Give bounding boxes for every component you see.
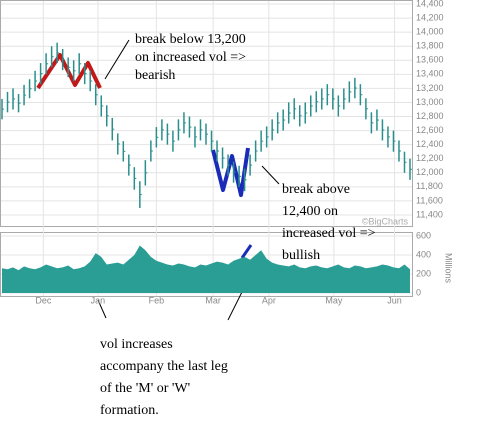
y-tick-label: 12,200 (416, 153, 444, 163)
watermark: ©BigCharts (362, 216, 409, 226)
price-frame (0, 0, 413, 227)
y-tick-label: 200 (416, 268, 431, 278)
y-tick-label: 14,000 (416, 27, 444, 37)
y-tick-label: 11,800 (416, 181, 443, 191)
annotation: of the 'M' or 'W' (100, 381, 190, 396)
x-tick-label: Mar (205, 295, 221, 305)
y-axis-label: Millions (444, 253, 454, 284)
volume-frame (0, 232, 413, 297)
y-tick-label: 12,000 (416, 167, 444, 177)
annotation: break above (282, 182, 350, 197)
annotation: 12,400 on (282, 204, 338, 219)
annotation: bullish (282, 248, 320, 263)
y-tick-label: 13,200 (416, 83, 444, 93)
annotation: break below 13,200 (135, 32, 246, 47)
y-tick-label: 600 (416, 230, 431, 240)
w-pattern (211, 147, 250, 197)
y-tick-label: 13,400 (416, 69, 444, 79)
y-tick-label: 11,400 (416, 209, 443, 219)
annotation: on increased vol => (135, 50, 246, 65)
y-tick-label: 11,600 (416, 195, 443, 205)
y-tick-label: 400 (416, 249, 431, 259)
y-tick-label: 12,400 (416, 139, 444, 149)
x-tick-label: Feb (149, 295, 165, 305)
y-tick-label: 13,800 (416, 41, 444, 51)
y-tick-label: 14,400 (416, 0, 444, 8)
annotation: accompany the last leg (100, 359, 228, 374)
annotation: bearish (135, 68, 175, 83)
w-volume-mark (240, 244, 253, 259)
annotation: vol increases (100, 337, 173, 352)
x-tick-label: May (325, 295, 343, 305)
pointer (261, 165, 280, 185)
y-tick-label: 13,000 (416, 97, 444, 107)
y-tick-label: 12,600 (416, 125, 444, 135)
pointer (104, 39, 130, 80)
annotation: increased vol => (282, 226, 376, 241)
x-tick-label: Jan (91, 295, 106, 305)
y-tick-label: 0 (416, 287, 421, 297)
annotation: formation. (100, 403, 159, 418)
m-pattern (36, 53, 102, 90)
x-tick-label: Dec (35, 295, 52, 305)
pointer (227, 291, 243, 321)
y-tick-label: 13,600 (416, 55, 444, 65)
pointer (97, 299, 107, 319)
volume-area (2, 245, 410, 293)
y-tick-label: 12,800 (416, 111, 444, 121)
x-tick-label: Apr (262, 295, 276, 305)
y-tick-label: 14,200 (416, 12, 444, 22)
x-tick-label: Jun (387, 295, 402, 305)
